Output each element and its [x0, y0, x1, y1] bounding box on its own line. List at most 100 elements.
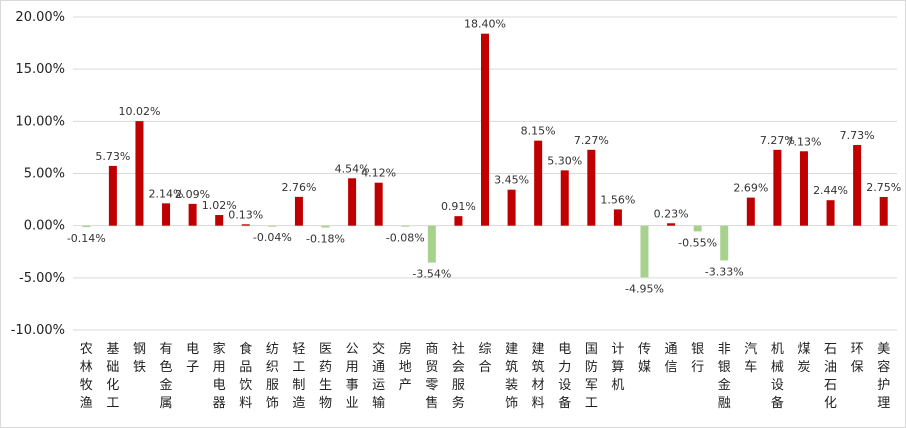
data-label: 2.14% [149, 187, 184, 200]
data-label: -0.04% [253, 231, 292, 244]
data-label: 2.76% [281, 181, 316, 194]
bar [853, 145, 862, 226]
bar [587, 149, 596, 226]
data-label: 4.12% [361, 167, 396, 180]
bar [693, 225, 702, 232]
x-tick-label: 传媒 [638, 342, 651, 375]
x-tick-label: 农林牧渔 [80, 342, 93, 411]
data-label: 1.56% [600, 193, 635, 206]
bar [82, 225, 91, 228]
data-label: 3.45% [494, 174, 529, 187]
x-tick-label: 环保 [851, 342, 864, 375]
y-tick-label: 15.00% [15, 62, 65, 77]
data-label: -0.08% [386, 232, 425, 245]
x-tick-label: 通信 [665, 342, 678, 375]
data-label: 7.73% [840, 129, 875, 142]
bar [294, 196, 303, 226]
x-tick-label: 有色金属 [160, 342, 173, 411]
data-label: -4.95% [625, 282, 664, 295]
bar [321, 225, 330, 228]
bar [374, 182, 383, 226]
data-label: 4.54% [335, 162, 370, 175]
bar [401, 225, 410, 227]
x-tick-label: 计算机 [611, 342, 624, 393]
x-tick-label: 电子 [186, 342, 199, 375]
data-label: 7.13% [786, 135, 821, 148]
bar [534, 140, 543, 226]
x-tick-label: 社会服务 [452, 341, 465, 411]
x-tick-label: 机械设备 [771, 342, 784, 411]
data-label: 5.30% [547, 154, 582, 167]
x-tick-label: 公用事业 [346, 342, 359, 411]
x-tick-label: 房地产 [399, 341, 412, 393]
x-tick-label: 钢铁 [133, 342, 146, 375]
x-tick-label: 纺织服饰 [266, 342, 279, 411]
bar [560, 170, 569, 226]
data-label: 18.40% [464, 18, 506, 31]
x-tick-label: 建筑材料 [532, 342, 545, 411]
bar [135, 121, 144, 226]
bar [481, 33, 489, 226]
y-tick-label: 20.00% [15, 10, 65, 25]
bar [720, 225, 729, 261]
data-label: -0.18% [306, 233, 345, 246]
bar [826, 200, 835, 226]
bar [162, 203, 171, 226]
data-label: 2.09% [175, 188, 210, 201]
x-tick-label: 石油石化 [824, 342, 837, 411]
data-label: 0.91% [441, 200, 476, 213]
y-tick-label: -10.00% [11, 323, 65, 338]
data-label: -3.54% [412, 268, 451, 281]
x-tick-label: 交通运输 [372, 341, 385, 411]
x-tick-label: 商贸零售 [425, 342, 438, 411]
data-label: -0.14% [67, 232, 106, 245]
bar [241, 224, 250, 226]
bar [268, 225, 277, 227]
data-label: 8.15% [521, 125, 556, 138]
y-tick-label: -5.00% [19, 271, 65, 286]
bar [879, 196, 888, 226]
x-tick-label: 综合 [478, 342, 491, 375]
x-tick-label: 美容护理 [877, 342, 890, 411]
data-label: 5.73% [95, 150, 130, 163]
bar [746, 197, 755, 226]
x-tick-label: 建筑装饰 [505, 342, 518, 411]
bar [188, 203, 197, 226]
y-tick-label: 5.00% [24, 167, 65, 182]
x-tick-label: 食品饮料 [239, 341, 252, 411]
data-label: -0.55% [678, 236, 717, 249]
x-tick-label: 基础化工 [106, 342, 119, 411]
bar [427, 225, 436, 263]
bar [667, 223, 676, 226]
x-tick-label: 国防军工 [585, 342, 598, 411]
data-label: 2.75% [866, 181, 901, 194]
bar [613, 209, 622, 226]
x-tick-label: 轻工制造 [292, 342, 305, 411]
x-tick-label: 非银金融 [718, 342, 731, 411]
y-tick-label: 10.00% [15, 114, 65, 129]
data-label: 10.02% [118, 105, 160, 118]
bar [454, 216, 463, 226]
data-label: 7.27% [760, 134, 795, 147]
data-label: 2.69% [733, 182, 768, 195]
data-label: 7.27% [574, 134, 609, 147]
data-label: 2.44% [813, 184, 848, 197]
x-tick-label: 医药生物 [319, 342, 332, 411]
y-tick-label: 0.00% [24, 219, 65, 234]
bar [640, 225, 649, 278]
data-label: 0.23% [654, 207, 689, 220]
data-label: 1.02% [202, 199, 237, 212]
bar [773, 149, 782, 226]
bar [507, 189, 516, 226]
data-labels: -0.14% 5.73% 10.02% 2.14%2.09%1.02%0.13% -0.… [67, 18, 901, 296]
x-tick-label: 家用电器 [213, 341, 226, 411]
bar [108, 165, 117, 226]
bar [215, 215, 224, 226]
bar [348, 178, 357, 226]
x-tick-label: 电力设备 [558, 342, 571, 411]
data-label: -3.33% [705, 265, 744, 278]
data-label: 0.13% [228, 208, 263, 221]
